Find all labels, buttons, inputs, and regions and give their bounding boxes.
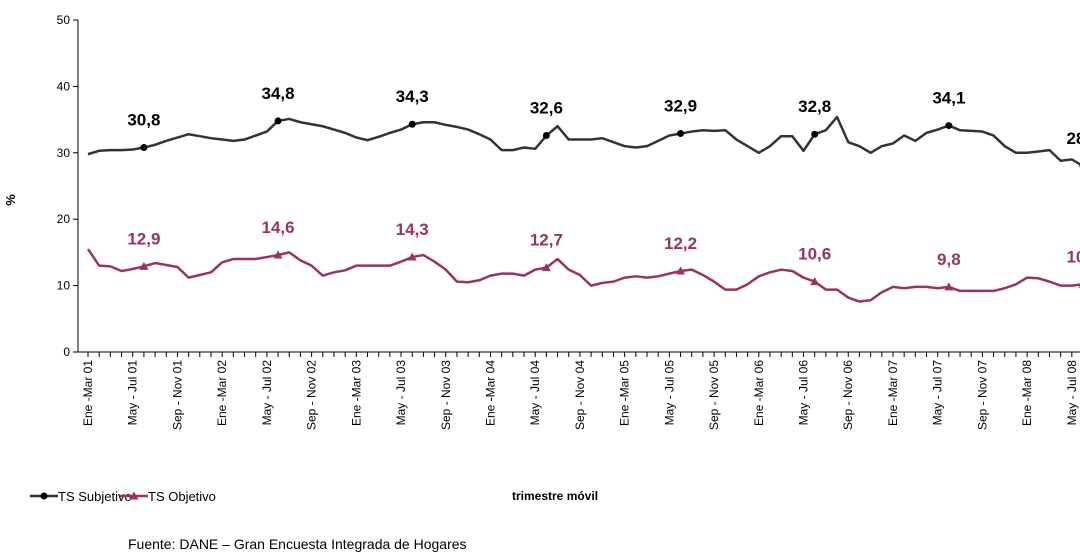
data-point xyxy=(407,252,417,261)
data-label: 32,8 xyxy=(798,97,831,116)
data-label: 34,3 xyxy=(396,87,429,106)
data-label: 30,8 xyxy=(127,110,160,129)
x-tick-label: Sep - Nov 02 xyxy=(305,360,319,430)
y-tick-label: 30 xyxy=(57,146,71,160)
x-axis-label: trimestre móvil xyxy=(512,489,598,503)
y-tick-label: 0 xyxy=(63,345,70,359)
x-tick-label: Ene -Mar 03 xyxy=(349,360,363,426)
x-tick-label: Sep - Nov 04 xyxy=(573,360,587,430)
series-line xyxy=(86,248,1080,303)
y-tick-label: 20 xyxy=(57,212,71,226)
x-tick-label: Ene -Mar 04 xyxy=(483,360,497,426)
data-label: 12,7 xyxy=(530,231,563,250)
y-axis-label: % xyxy=(3,194,18,206)
data-point xyxy=(273,250,283,259)
x-tick-label: May - Jul 08 xyxy=(1065,360,1079,426)
data-point xyxy=(542,132,550,140)
legend-marker xyxy=(129,491,139,500)
y-tick-label: 10 xyxy=(57,279,71,293)
data-point xyxy=(810,277,820,286)
data-label: 34,8 xyxy=(262,84,295,103)
data-label: 12,9 xyxy=(127,229,160,248)
y-tick-label: 40 xyxy=(57,79,71,93)
legend-marker xyxy=(40,492,48,500)
data-point xyxy=(541,263,551,272)
legend-label: TS Objetivo xyxy=(148,489,216,504)
data-point xyxy=(945,122,953,130)
x-tick-label: Ene -Mar 08 xyxy=(1020,360,1034,426)
x-tick-label: Sep - Nov 03 xyxy=(439,360,453,430)
data-label: 10,6 xyxy=(798,245,831,264)
data-point xyxy=(676,266,686,275)
x-tick-label: Sep - Nov 06 xyxy=(841,360,855,430)
data-label: 9,8 xyxy=(937,250,961,269)
data-point xyxy=(139,261,149,270)
x-tick-label: May - Jul 02 xyxy=(260,360,274,426)
data-label: 12,2 xyxy=(664,234,697,253)
x-tick-label: Sep - Nov 05 xyxy=(707,360,721,430)
x-tick-label: Ene -Mar 05 xyxy=(618,360,632,426)
series-line xyxy=(87,115,1080,166)
data-label: 28,0 xyxy=(1066,129,1080,148)
data-label: 32,9 xyxy=(664,97,697,116)
data-point xyxy=(140,143,148,151)
data-point xyxy=(274,117,282,125)
x-tick-label: Ene -Mar 01 xyxy=(81,360,95,426)
data-label: 10,2 xyxy=(1066,247,1080,266)
x-tick-label: Sep - Nov 07 xyxy=(975,360,989,430)
y-tick-label: 50 xyxy=(57,13,71,27)
data-label: 14,6 xyxy=(262,218,295,237)
data-point xyxy=(944,282,954,291)
x-tick-label: May - Jul 03 xyxy=(394,360,408,426)
x-tick-label: Ene -Mar 06 xyxy=(752,360,766,426)
source-note: Fuente: DANE – Gran Encuesta Integrada d… xyxy=(128,536,467,552)
x-tick-label: May - Jul 05 xyxy=(662,360,676,426)
x-tick-label: May - Jul 04 xyxy=(528,360,542,426)
legend-label: TS Subjetivo xyxy=(58,489,132,504)
data-label: 32,6 xyxy=(530,99,563,118)
x-tick-label: May - Jul 06 xyxy=(797,360,811,426)
data-point xyxy=(811,130,819,138)
x-tick-label: May - Jul 01 xyxy=(126,360,140,426)
data-label: 14,3 xyxy=(396,220,429,239)
data-point xyxy=(408,120,416,128)
data-label: 34,1 xyxy=(932,89,965,108)
x-tick-label: Ene -Mar 07 xyxy=(886,360,900,426)
x-tick-label: Ene -Mar 02 xyxy=(215,360,229,426)
x-tick-label: May - Jul 07 xyxy=(931,360,945,426)
x-tick-label: Sep - Nov 01 xyxy=(170,360,184,430)
data-point xyxy=(677,130,685,138)
